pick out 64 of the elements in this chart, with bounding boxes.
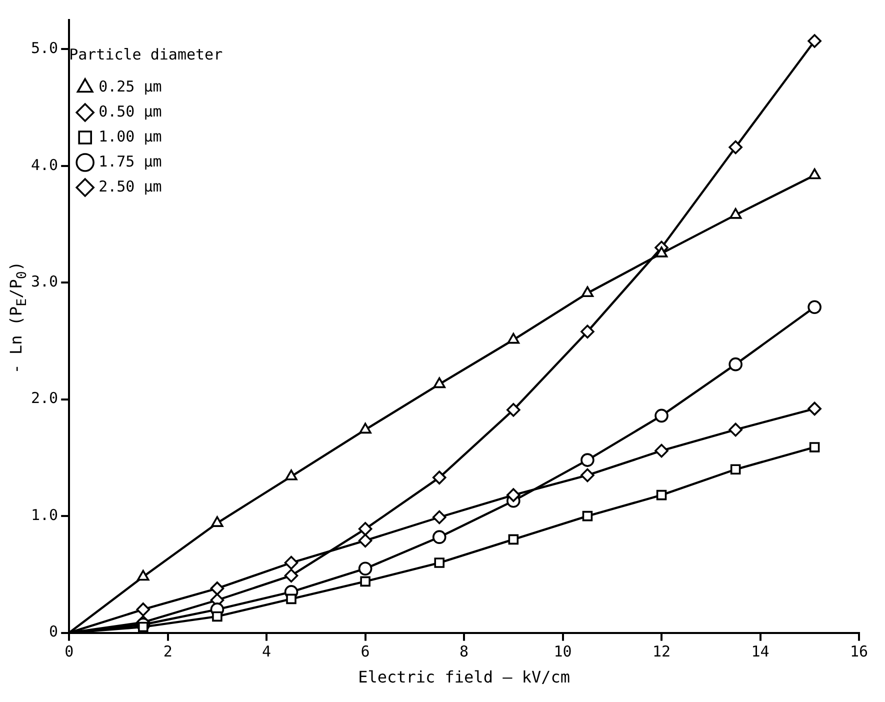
x-tick-label: 14	[751, 642, 770, 661]
y-tick-label: 2.0	[31, 389, 58, 408]
point	[284, 556, 298, 570]
point	[432, 470, 446, 484]
x-tick-label: 4	[262, 642, 272, 661]
point	[358, 534, 372, 548]
point	[433, 377, 446, 388]
legend-title: Particle diameter	[69, 45, 223, 64]
point	[654, 444, 668, 458]
point	[212, 611, 222, 622]
y-tick-label: 0	[49, 622, 58, 641]
y-tick-label: 3.0	[31, 272, 58, 291]
point	[654, 408, 668, 423]
legend-label: 1.00 µm	[98, 127, 162, 146]
point	[285, 469, 298, 480]
point	[137, 570, 150, 581]
point	[506, 488, 520, 502]
point	[728, 140, 742, 154]
point	[358, 522, 372, 536]
x-tick-label: 8	[460, 642, 469, 661]
point	[580, 468, 594, 482]
x-tick-label: 2	[163, 642, 172, 661]
point	[808, 402, 822, 416]
point	[286, 594, 296, 604]
point	[506, 402, 520, 417]
x-tick-label: 16	[850, 642, 868, 661]
point	[580, 453, 594, 467]
point	[808, 168, 821, 180]
point	[730, 464, 741, 475]
point	[808, 34, 822, 48]
point	[581, 286, 594, 298]
point	[809, 442, 820, 452]
point	[358, 562, 372, 576]
point	[655, 246, 668, 258]
y-tick-label: 1.0	[31, 506, 58, 524]
point	[210, 582, 224, 596]
x-tick-label: 12	[652, 642, 671, 661]
point	[729, 208, 742, 219]
legend-label: 1.75 µm	[98, 152, 162, 170]
x-axis-title: Electric field — kV/cm	[358, 668, 570, 687]
y-tick-label: 4.0	[31, 156, 58, 174]
legend-label: 0.50 µm	[98, 102, 162, 120]
point	[432, 530, 446, 544]
point	[656, 490, 667, 500]
x-tick-label: 6	[360, 642, 370, 661]
point	[136, 602, 150, 616]
legend-label: 0.25 µm	[98, 77, 162, 96]
point	[507, 332, 520, 344]
point	[728, 422, 742, 437]
point	[508, 534, 519, 545]
point	[580, 324, 594, 339]
point	[211, 516, 224, 527]
point	[808, 300, 822, 314]
point	[432, 510, 446, 524]
point	[434, 558, 445, 568]
x-tick-label: 10	[554, 642, 572, 661]
point	[582, 510, 593, 522]
point	[359, 422, 372, 434]
y-tick-label: 5.0	[31, 39, 58, 58]
point	[728, 357, 742, 372]
x-tick-label: 0	[64, 642, 74, 661]
legend-label: 2.50 µm	[98, 177, 162, 196]
point	[360, 576, 370, 587]
point	[284, 568, 298, 583]
